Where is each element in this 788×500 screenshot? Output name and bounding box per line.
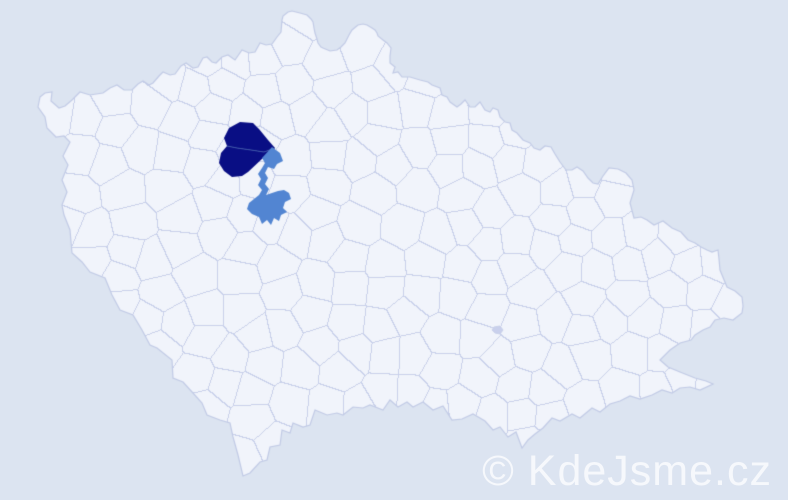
highlighted-district-secondary[interactable]	[245, 146, 293, 228]
small-marked-region[interactable]	[491, 325, 505, 336]
